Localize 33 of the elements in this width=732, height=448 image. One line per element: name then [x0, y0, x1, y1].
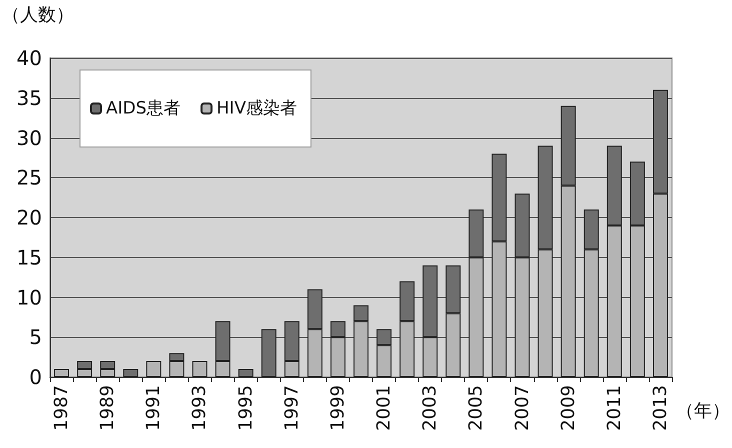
x-tick-label: 2003	[420, 385, 441, 431]
x-tick-label: 1989	[97, 385, 118, 431]
bar	[123, 369, 138, 377]
x-axis-title: （年）	[676, 400, 730, 422]
legend-label: HIV感染者	[216, 98, 297, 118]
y-tick-label: 0	[29, 365, 42, 389]
y-tick-label: 15	[16, 245, 42, 270]
bar	[261, 329, 276, 377]
y-tick-label: 30	[16, 126, 42, 150]
y-tick-label: 25	[16, 166, 42, 190]
y-tick-label: 10	[16, 285, 42, 310]
x-tick-label: 1999	[327, 385, 348, 431]
x-tick-label: 1991	[143, 385, 164, 431]
bar	[54, 369, 70, 377]
x-tick-label: 2007	[512, 385, 533, 431]
y-tick-label: 5	[29, 325, 42, 350]
x-tick-label: 2013	[650, 385, 671, 431]
bar	[146, 361, 162, 377]
x-tick-label: 1995	[235, 385, 256, 431]
x-tick-label: 2001	[374, 385, 395, 431]
bar	[238, 369, 254, 377]
y-tick-label: 20	[16, 206, 42, 230]
x-tick-label: 1997	[281, 385, 302, 431]
x-tick-label: 2011	[604, 385, 625, 431]
y-axis-title: （人数）	[2, 4, 74, 26]
y-tick-label: 35	[16, 86, 42, 110]
x-tick-label: 1993	[189, 385, 210, 431]
x-tick-label: 2005	[466, 385, 487, 431]
x-tick-label: 2009	[558, 385, 579, 431]
legend-label: AIDS患者	[106, 98, 181, 118]
y-tick-label: 40	[16, 46, 42, 70]
bar	[192, 361, 208, 377]
x-tick-label: 1987	[51, 385, 72, 431]
